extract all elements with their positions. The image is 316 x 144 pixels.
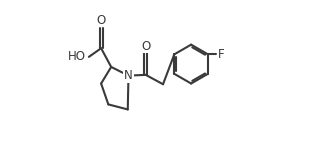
Text: F: F — [218, 48, 224, 61]
Text: O: O — [141, 40, 150, 53]
Text: N: N — [124, 69, 133, 82]
Text: O: O — [96, 14, 106, 27]
Text: HO: HO — [68, 50, 86, 63]
